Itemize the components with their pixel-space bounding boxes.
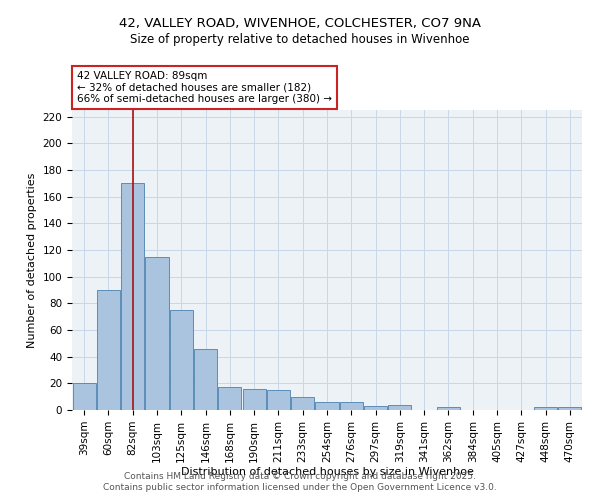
- Y-axis label: Number of detached properties: Number of detached properties: [27, 172, 37, 348]
- Bar: [291, 396, 314, 410]
- Text: Size of property relative to detached houses in Wivenhoe: Size of property relative to detached ho…: [130, 32, 470, 46]
- Bar: [267, 390, 290, 410]
- Text: Contains public sector information licensed under the Open Government Licence v3: Contains public sector information licen…: [103, 484, 497, 492]
- Bar: [73, 384, 95, 410]
- Bar: [121, 184, 144, 410]
- Bar: [242, 388, 266, 410]
- Bar: [559, 408, 581, 410]
- Text: 42 VALLEY ROAD: 89sqm
← 32% of detached houses are smaller (182)
66% of semi-det: 42 VALLEY ROAD: 89sqm ← 32% of detached …: [77, 71, 332, 104]
- Bar: [97, 290, 120, 410]
- Text: Contains HM Land Registry data © Crown copyright and database right 2025.: Contains HM Land Registry data © Crown c…: [124, 472, 476, 481]
- Bar: [218, 388, 241, 410]
- Bar: [437, 408, 460, 410]
- Bar: [194, 348, 217, 410]
- X-axis label: Distribution of detached houses by size in Wivenhoe: Distribution of detached houses by size …: [181, 468, 473, 477]
- Bar: [316, 402, 338, 410]
- Bar: [170, 310, 193, 410]
- Bar: [534, 408, 557, 410]
- Bar: [340, 402, 363, 410]
- Bar: [364, 406, 387, 410]
- Bar: [145, 256, 169, 410]
- Bar: [388, 404, 412, 410]
- Text: 42, VALLEY ROAD, WIVENHOE, COLCHESTER, CO7 9NA: 42, VALLEY ROAD, WIVENHOE, COLCHESTER, C…: [119, 18, 481, 30]
